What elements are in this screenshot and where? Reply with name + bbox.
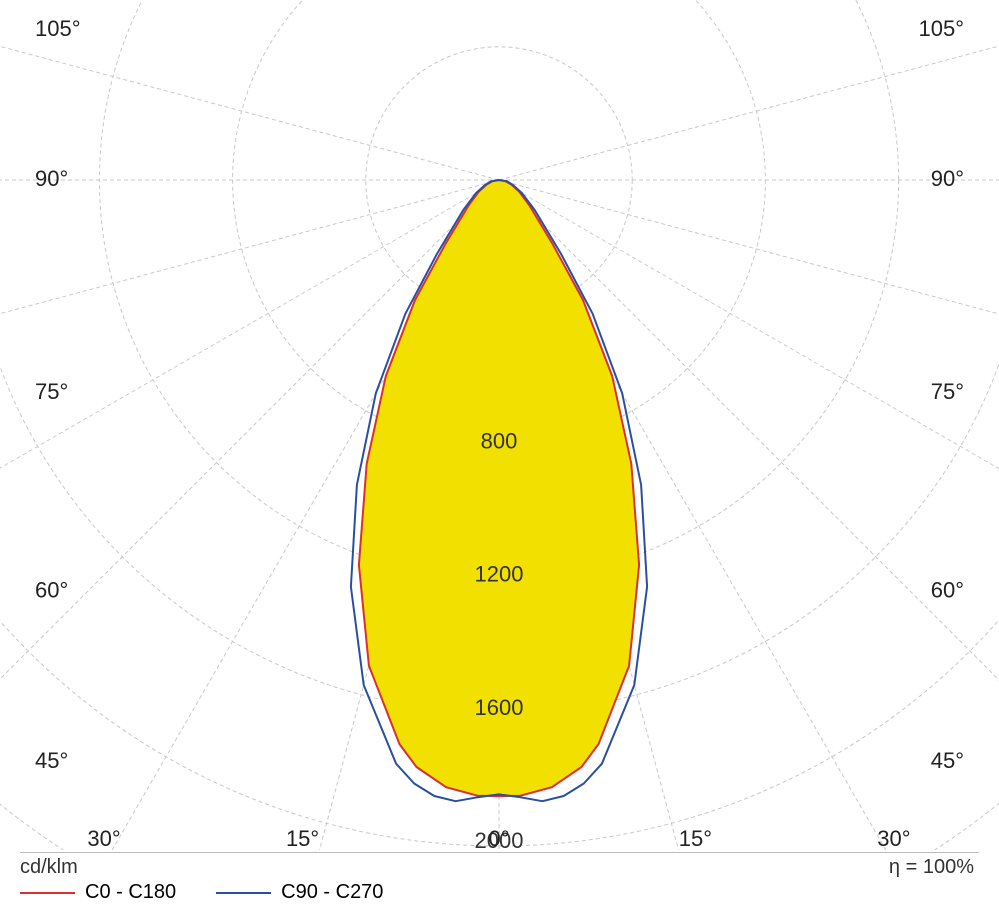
svg-text:30°: 30° — [87, 826, 120, 851]
svg-text:45°: 45° — [931, 748, 964, 773]
svg-text:15°: 15° — [286, 826, 319, 851]
svg-text:45°: 45° — [35, 748, 68, 773]
svg-text:90°: 90° — [931, 166, 964, 191]
legend: C0 - C180 C90 - C270 — [20, 881, 383, 904]
footer-divider — [20, 852, 979, 853]
unit-label: cd/klm — [20, 856, 78, 879]
legend-item-c90: C90 - C270 — [216, 881, 383, 904]
legend-item-c0: C0 - C180 — [20, 881, 176, 904]
svg-text:1600: 1600 — [475, 695, 524, 720]
svg-text:1200: 1200 — [475, 562, 524, 587]
svg-text:15°: 15° — [679, 826, 712, 851]
svg-text:60°: 60° — [931, 578, 964, 603]
polar-chart: 800120016002000105°90°75°60°45°30°15°0°1… — [0, 0, 999, 912]
svg-text:90°: 90° — [35, 166, 68, 191]
legend-swatch-c90 — [216, 892, 271, 894]
svg-text:105°: 105° — [918, 16, 964, 41]
legend-label-c90: C90 - C270 — [281, 881, 383, 904]
svg-text:60°: 60° — [35, 578, 68, 603]
legend-label-c0: C0 - C180 — [85, 881, 176, 904]
svg-text:0°: 0° — [488, 826, 509, 851]
svg-text:75°: 75° — [931, 379, 964, 404]
svg-text:75°: 75° — [35, 379, 68, 404]
svg-text:30°: 30° — [877, 826, 910, 851]
svg-text:105°: 105° — [35, 16, 81, 41]
eta-label: η = 100% — [889, 856, 974, 879]
legend-swatch-c0 — [20, 892, 75, 894]
svg-text:800: 800 — [481, 428, 518, 453]
